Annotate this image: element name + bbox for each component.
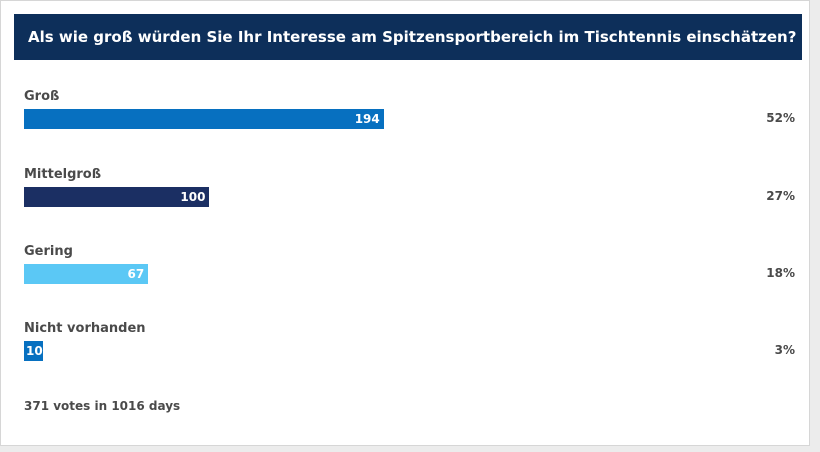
bar-value-label: 10	[26, 344, 43, 358]
poll-option-mittelgross: Mittelgroß 100 27%	[1, 167, 811, 227]
poll-option-gross: Groß 194 52%	[1, 89, 811, 149]
bar-value-label: 100	[180, 190, 206, 204]
bar-value-label: 194	[354, 112, 380, 126]
bar-value-label: 67	[127, 267, 145, 281]
percentage-label: 27%	[766, 189, 795, 203]
result-bar: 100	[24, 187, 210, 207]
poll-option-nicht-vorhanden: Nicht vorhanden 10 3%	[1, 321, 811, 381]
poll-option-gering: Gering 67 18%	[1, 244, 811, 304]
percentage-label: 3%	[774, 343, 795, 357]
result-bar: 10	[24, 341, 43, 361]
option-label: Groß	[24, 89, 60, 104]
result-bar: 194	[24, 109, 384, 129]
option-label: Gering	[24, 244, 73, 259]
poll-card: Als wie groß würden Sie Ihr Interesse am…	[0, 0, 810, 446]
percentage-label: 18%	[766, 266, 795, 280]
result-bar: 67	[24, 264, 149, 284]
vote-summary: 371 votes in 1016 days	[24, 399, 181, 413]
poll-question: Als wie groß würden Sie Ihr Interesse am…	[14, 14, 802, 60]
option-label: Mittelgroß	[24, 167, 102, 182]
percentage-label: 52%	[766, 111, 795, 125]
option-label: Nicht vorhanden	[24, 321, 146, 336]
